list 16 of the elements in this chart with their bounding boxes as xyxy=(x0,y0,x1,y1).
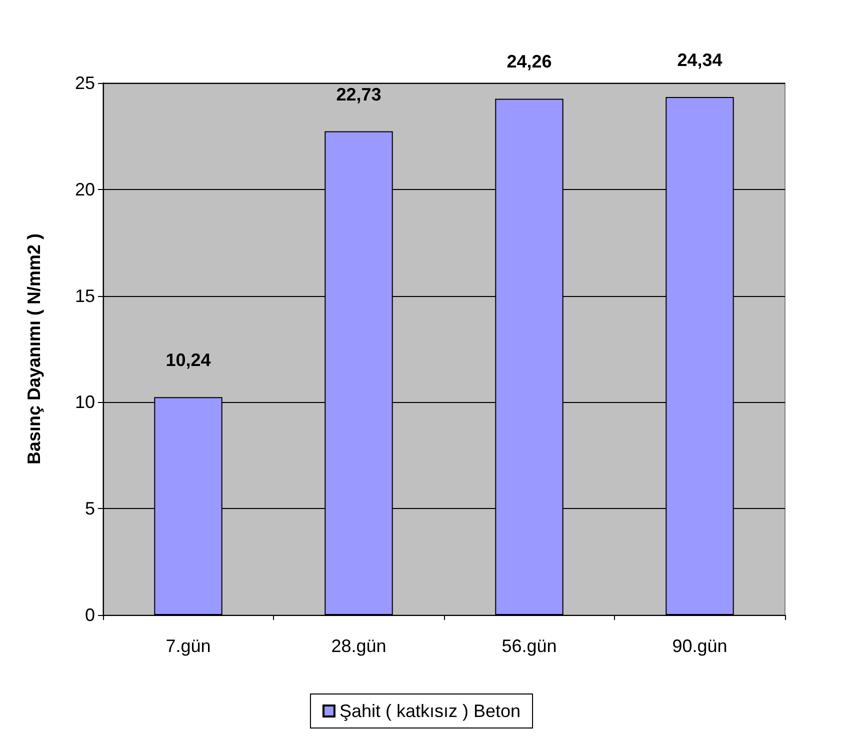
data-label: 24,34 xyxy=(677,50,722,70)
y-tick-label: 15 xyxy=(74,286,95,306)
x-tick-label: 90.gün xyxy=(672,636,728,656)
y-tick-label: 25 xyxy=(74,73,95,93)
data-label: 22,73 xyxy=(336,84,382,104)
data-label: 10,24 xyxy=(166,350,211,370)
y-axis-title: Basınç Dayanımı ( N/mm2 ) xyxy=(24,233,44,465)
y-tick-label: 20 xyxy=(74,179,95,200)
legend-label: Şahit ( katkısız ) Beton xyxy=(339,701,521,721)
x-tick-label: 28.gün xyxy=(331,636,386,656)
y-tick-label: 10 xyxy=(74,392,95,412)
data-label: 24,26 xyxy=(506,52,552,72)
y-tick-label: 0 xyxy=(84,605,95,625)
x-tick-label: 7.gün xyxy=(166,636,211,656)
x-tick-label: 56.gün xyxy=(502,636,557,656)
y-tick-label: 5 xyxy=(84,498,95,519)
